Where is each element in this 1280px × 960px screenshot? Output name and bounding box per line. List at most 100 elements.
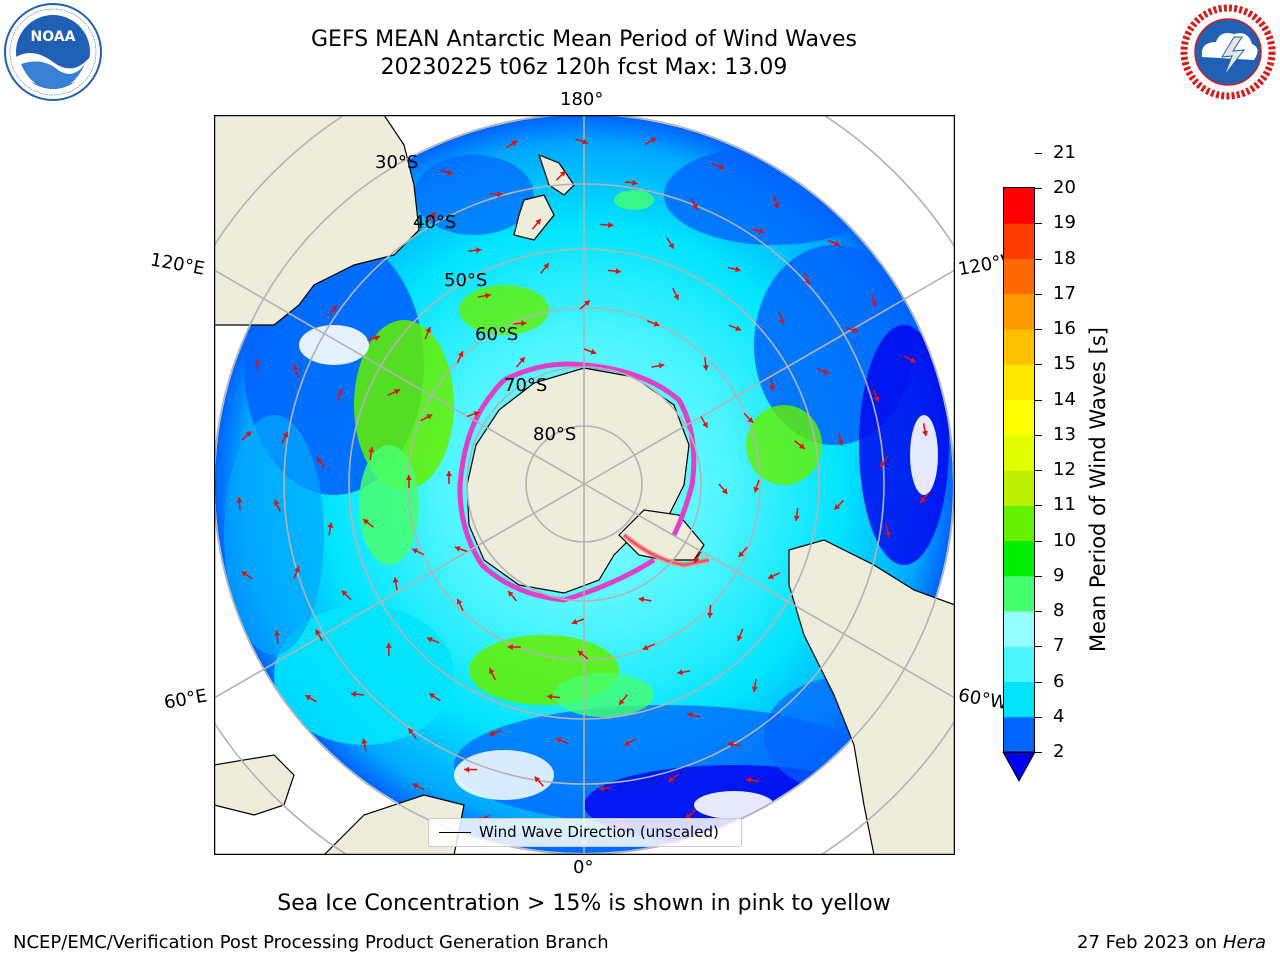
wind-wave-arrowhead xyxy=(615,268,621,275)
lat-label-70s: 70°S xyxy=(504,375,548,396)
wind-wave-arrowhead xyxy=(753,486,760,493)
wind-wave-arrowhead xyxy=(337,388,343,395)
wind-wave-arrowhead xyxy=(446,471,452,476)
colorbar-bin xyxy=(1003,188,1035,224)
noaa-logo: NOAA xyxy=(3,2,103,106)
colorbar-tick-mark xyxy=(1035,364,1042,366)
colorbar-tick-mark xyxy=(1035,258,1042,260)
legend-line-swatch xyxy=(439,832,471,833)
wind-wave-arrowhead xyxy=(880,461,886,468)
wind-wave-arrowhead xyxy=(619,699,625,705)
wind-wave-arrowhead xyxy=(793,515,800,521)
wind-wave-arrowhead xyxy=(837,439,844,446)
colorbar-tick-label: 20 xyxy=(1053,177,1076,198)
colorbar-tick-label: 14 xyxy=(1053,388,1076,410)
land-masses xyxy=(214,115,955,855)
lat-label-80s: 80°S xyxy=(533,424,577,445)
colorbar-tick-label: 7 xyxy=(1053,635,1065,657)
wind-wave-arrowhead xyxy=(316,457,323,464)
wind-wave-arrowhead xyxy=(519,357,525,363)
colorbar-bin xyxy=(1003,716,1035,753)
colorbar-tick-mark xyxy=(1035,716,1042,718)
wind-wave-arrowhead xyxy=(799,443,805,449)
wind-wave-arrowhead xyxy=(457,351,464,357)
colorbar-bin xyxy=(1003,364,1035,400)
wind-wave-arrowhead xyxy=(718,163,725,170)
wind-wave-arrowhead xyxy=(702,365,709,371)
colorbar-tick-label: 8 xyxy=(1053,600,1065,621)
wind-wave-arrowhead xyxy=(582,138,588,145)
chart-title: GEFS MEAN Antarctic Mean Period of Wind … xyxy=(311,27,857,52)
lon-label-0: 0° xyxy=(573,857,594,878)
wind-wave-arrowhead xyxy=(727,741,734,748)
wind-wave-arrowhead xyxy=(692,203,698,210)
colorbar-bin xyxy=(1003,681,1035,718)
colorbar-tick-label: 4 xyxy=(1053,705,1065,727)
colorbar-tick-label: 18 xyxy=(1053,247,1076,269)
wind-wave-arrowhead xyxy=(412,548,419,554)
svg-text:NOAA: NOAA xyxy=(31,29,76,45)
wind-wave-arrowhead xyxy=(577,650,584,657)
colorbar-tick-mark xyxy=(1035,152,1042,154)
wind-wave-arrowhead xyxy=(485,292,491,299)
wind-wave-arrowhead xyxy=(685,813,692,819)
colorbar-tick-mark xyxy=(1035,399,1042,401)
wind-wave-arrowhead xyxy=(543,263,549,269)
wind-wave-arrowhead xyxy=(768,573,774,579)
wind-wave-arrowhead xyxy=(374,335,380,341)
colorbar-bin xyxy=(1003,399,1035,436)
wind-wave-arrowhead xyxy=(274,630,281,637)
wind-wave-arrowhead xyxy=(653,320,660,327)
colorbar-tick-label: 2 xyxy=(1053,741,1065,762)
wind-wave-arrowhead xyxy=(746,777,752,784)
wind-wave-arrowhead xyxy=(773,202,780,209)
wind-wave-arrowhead xyxy=(885,531,891,538)
colorbar-bin xyxy=(1003,505,1035,541)
map-legend: Wind Wave Direction (unscaled) xyxy=(428,818,742,847)
wind-wave-arrowhead xyxy=(507,643,513,650)
wind-wave-arrowhead xyxy=(385,642,392,649)
wind-wave-arrowhead xyxy=(456,598,463,605)
wind-wave-arrowhead xyxy=(274,499,280,506)
sea-ice-edge xyxy=(457,361,710,603)
colorbar-bin xyxy=(1003,611,1035,647)
wind-wave-arrowhead xyxy=(608,222,614,229)
colorbar-tick-mark xyxy=(1035,470,1042,471)
lat-label-40s: 40°S xyxy=(413,212,457,233)
colorbar-tick-label: 17 xyxy=(1053,282,1076,304)
wind-wave-arrowhead xyxy=(735,325,741,332)
colorbar-frame xyxy=(1003,187,1035,753)
sea-ice-note: Sea Ice Concentration > 15% is shown in … xyxy=(277,891,891,916)
wind-wave-arrowhead xyxy=(534,776,541,783)
colorbar-bin xyxy=(1003,470,1035,506)
colorbar-tick-label: 19 xyxy=(1053,212,1076,234)
wind-wave-arrowhead xyxy=(555,737,562,744)
wind-wave-arrowhead xyxy=(245,431,252,438)
chart-subtitle: 20230225 t06z 120h fcst Max: 13.09 xyxy=(380,55,788,80)
wind-wave-arrowhead xyxy=(427,636,433,643)
wind-wave-arrowhead xyxy=(489,668,495,674)
colorbar-bin xyxy=(1003,223,1035,259)
colorbar-tick-mark xyxy=(1035,752,1042,753)
wind-wave-arrowhead xyxy=(571,618,578,625)
wind-wave-arrowhead xyxy=(315,629,321,636)
wind-wave-arrowhead xyxy=(804,279,811,285)
wind-wave-arrowhead xyxy=(642,644,649,651)
wind-wave-arrowhead xyxy=(425,327,432,333)
map-frame xyxy=(214,115,955,855)
wind-wave-arrowhead xyxy=(236,497,243,503)
wind-wave-arrowhead xyxy=(823,368,829,375)
wind-wave-arrowhead xyxy=(394,389,400,395)
wind-wave-arrowhead xyxy=(834,504,841,510)
wind-wave-arrowhead xyxy=(511,140,518,147)
colorbar-bin xyxy=(1003,329,1035,365)
colorbar xyxy=(1002,187,1036,783)
wind-wave-arrowhead xyxy=(852,327,858,333)
wind-wave-arrowhead xyxy=(702,421,708,428)
polar-map xyxy=(214,115,955,855)
wind-wave-arrowhead xyxy=(412,783,419,789)
wind-wave-arrowhead xyxy=(747,417,754,423)
wind-wave-arrowhead xyxy=(392,577,399,583)
colorbar-tick-mark xyxy=(1035,646,1042,648)
wind-wave-arrowhead xyxy=(686,712,693,718)
